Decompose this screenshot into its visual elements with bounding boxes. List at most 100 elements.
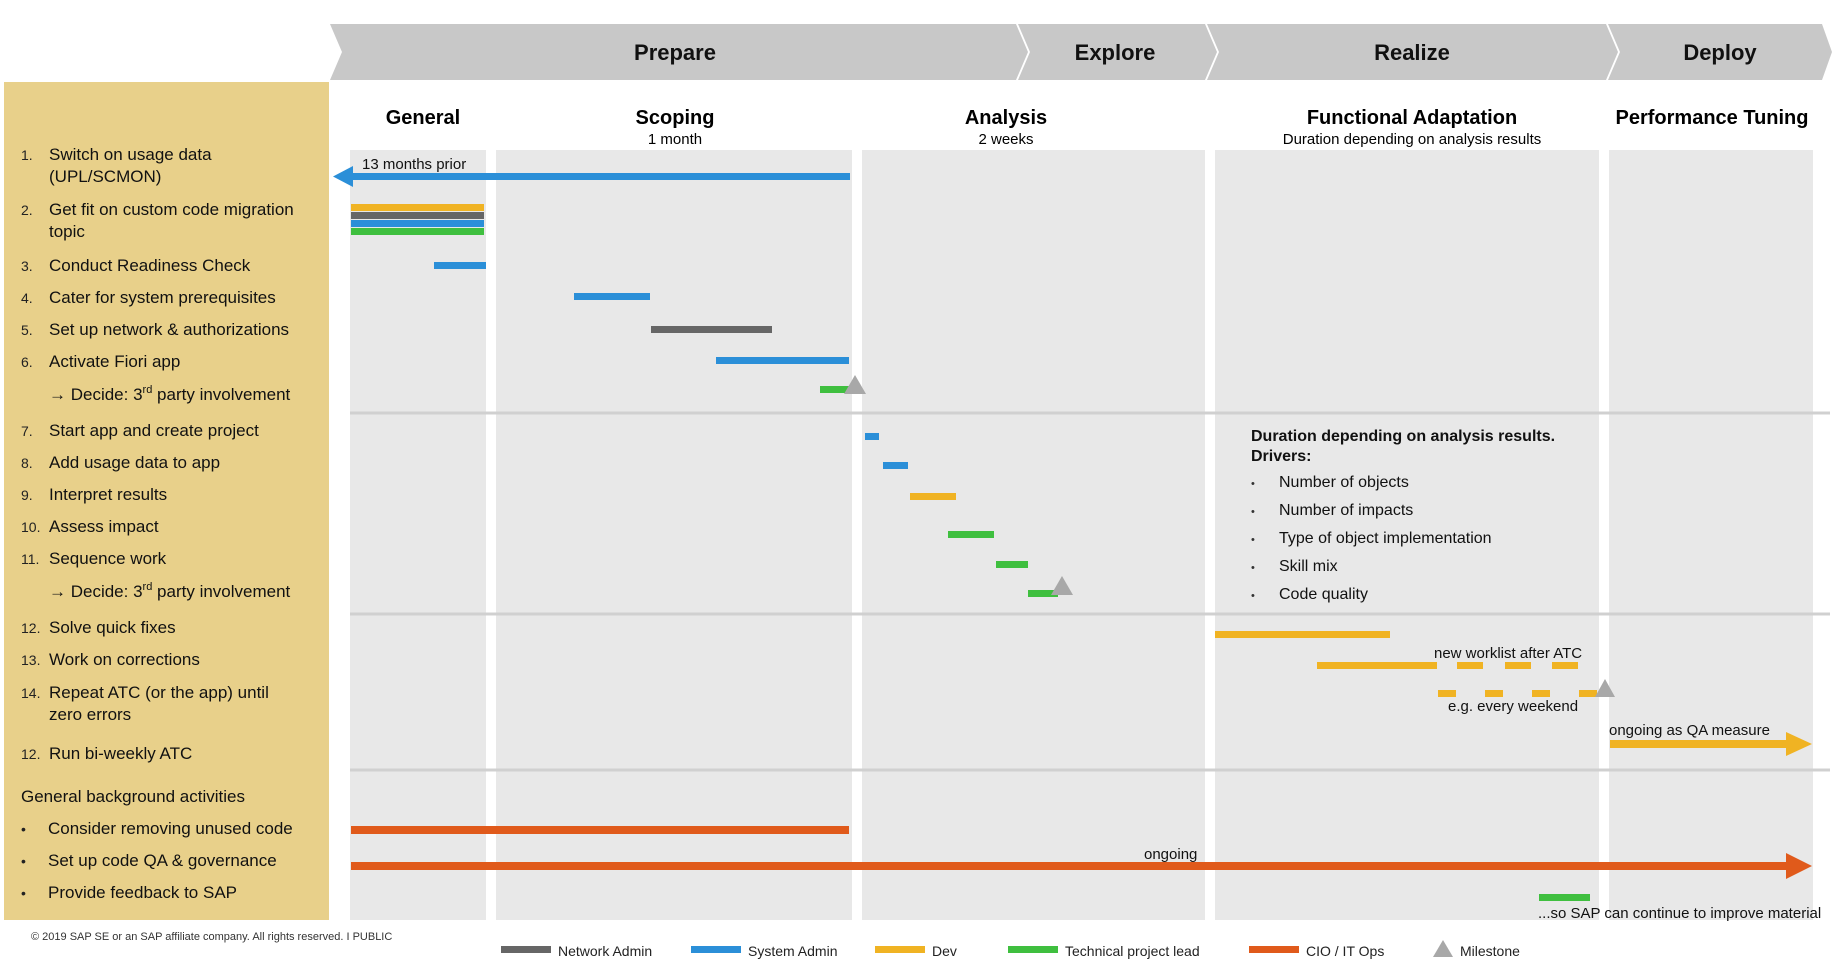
bar-remove-unused-code-cio: [351, 826, 849, 834]
copyright-footer: © 2019 SAP SE or an SAP affiliate compan…: [31, 931, 392, 943]
bar-task-2-dev: [351, 204, 484, 211]
decide-superscript: rd: [143, 384, 153, 396]
legend-label-system-admin: System Admin: [748, 943, 837, 959]
driver-bullet: •: [1251, 562, 1255, 574]
annotation-ongoing: ongoing: [1144, 846, 1197, 863]
legend-label-milestone: Milestone: [1460, 943, 1520, 959]
driver-item: Code quality: [1279, 586, 1368, 603]
task-10-label: Assess impact: [49, 517, 159, 536]
annotation-drivers-title: Duration depending on analysis results.: [1251, 428, 1555, 445]
task-8-label: Add usage data to app: [49, 453, 220, 472]
driver-item: Skill mix: [1279, 558, 1338, 575]
column-title-functional: Functional Adaptation: [1307, 107, 1517, 129]
task-10-number: 10.: [21, 519, 40, 535]
task-11-number: 11.: [21, 551, 39, 567]
column-subtitle-analysis: 2 weeks: [978, 131, 1033, 148]
legend-label-tech-lead: Technical project lead: [1065, 943, 1200, 959]
bar-biweekly-atc-dev: [1610, 740, 1790, 748]
gantt-bars: [333, 166, 1812, 901]
column-backgrounds: [350, 150, 1813, 920]
legend-label-dev: Dev: [932, 943, 957, 959]
milestone-triangle: [1595, 679, 1615, 697]
phase-banner: Prepare Explore Realize Deploy: [330, 24, 1832, 80]
task-4-number: 4.: [21, 290, 33, 306]
task-6-number: 6.: [21, 354, 33, 370]
task-6-label: Activate Fiori app: [49, 352, 180, 371]
phase-label-deploy: Deploy: [1683, 40, 1757, 65]
milestone-triangle: [1051, 576, 1073, 595]
annotation-ongoing-qa: ongoing as QA measure: [1609, 722, 1770, 739]
driver-item: Number of objects: [1279, 474, 1409, 491]
bar-task-14-dev-dash: [1532, 690, 1550, 697]
column-bg-performance: [1609, 150, 1813, 920]
bar-task-14-dev-dash: [1438, 690, 1456, 697]
task-7-number: 7.: [21, 423, 33, 439]
background-item-3: Provide feedback to SAP: [48, 883, 237, 902]
arrow-head-task-1: [333, 166, 353, 187]
annotation-drivers-subtitle: Drivers:: [1251, 448, 1311, 465]
background-bullet: •: [21, 853, 26, 869]
driver-bullet: •: [1251, 506, 1255, 518]
task-14-number: 14.: [21, 685, 40, 701]
legend-swatch-tech-lead: [1008, 946, 1058, 953]
task-4-label: Cater for system prerequisites: [49, 288, 276, 307]
phase-chevron-deploy: [1608, 24, 1832, 80]
task-11-label: Sequence work: [49, 549, 167, 568]
background-item-2: Set up code QA & governance: [48, 851, 277, 870]
phase-label-explore: Explore: [1075, 40, 1156, 65]
annotation-new-worklist: new worklist after ATC: [1434, 645, 1582, 662]
column-bg-analysis: [862, 150, 1205, 920]
task-2-label: Get fit on custom code migration: [49, 200, 294, 219]
decide-text-end: party involvement: [152, 385, 290, 404]
annotations: 13 months prior Duration depending on an…: [362, 156, 1821, 922]
task-decide-2-label: → Decide: 3rd party involvement: [49, 581, 291, 601]
bar-task-7-system-admin: [865, 433, 879, 440]
legend-label-network-admin: Network Admin: [558, 943, 652, 959]
task-5-label: Set up network & authorizations: [49, 320, 289, 339]
column-bg-functional: [1215, 150, 1599, 920]
task-14-label-cont: zero errors: [49, 705, 131, 724]
driver-bullet: •: [1251, 534, 1255, 546]
phase-label-realize: Realize: [1374, 40, 1450, 65]
column-subtitle-scoping: 1 month: [648, 131, 702, 148]
bar-task-6-system-admin: [716, 357, 849, 364]
bar-task-2-tech-lead: [351, 228, 484, 235]
bar-decide-2-tech-lead: [1028, 590, 1058, 597]
bar-task-9-dev: [910, 493, 956, 500]
task-5-number: 5.: [21, 322, 33, 338]
bar-decide-1-tech-lead: [820, 386, 850, 393]
task-12b-number: 12.: [21, 746, 40, 762]
annotation-every-weekend: e.g. every weekend: [1448, 698, 1578, 715]
legend-milestone-icon: [1433, 940, 1453, 957]
task-decide-1-label: → Decide: 3rd party involvement: [49, 384, 291, 404]
bar-task-13-dev-dash: [1457, 662, 1483, 669]
annotation-months-prior: 13 months prior: [362, 156, 466, 173]
task-14-label: Repeat ATC (or the app) until: [49, 683, 269, 702]
group-separators: [350, 411, 1830, 772]
task-12-label: Solve quick fixes: [49, 618, 176, 637]
decide-text-end: party involvement: [152, 582, 290, 601]
task-13-label: Work on corrections: [49, 650, 200, 669]
column-title-scoping: Scoping: [636, 107, 715, 129]
phase-label-prepare: Prepare: [634, 40, 716, 65]
task-12b-label: Run bi-weekly ATC: [49, 744, 192, 763]
bar-task-8-system-admin: [883, 462, 908, 469]
legend-swatch-cio: [1249, 946, 1299, 953]
phase-chevron-realize: [1207, 24, 1618, 80]
background-bullet: •: [21, 885, 26, 901]
task-1-label-cont: (UPL/SCMON): [49, 167, 161, 186]
task-12-number: 12.: [21, 620, 40, 636]
bar-code-qa-cio: [351, 862, 1797, 870]
arrow-head-code-qa: [1786, 853, 1812, 879]
bar-task-13-dev-dash: [1505, 662, 1531, 669]
task-7-label: Start app and create project: [49, 421, 259, 440]
bar-task-4-system-admin: [574, 293, 650, 300]
column-bg-general: [350, 150, 486, 920]
task-2-number: 2.: [21, 202, 33, 218]
annotation-so-sap: ...so SAP can continue to improve materi…: [1538, 905, 1821, 922]
driver-item: Number of impacts: [1279, 502, 1413, 519]
bar-task-5-network-admin: [651, 326, 772, 333]
task-3-label: Conduct Readiness Check: [49, 256, 251, 275]
legend-swatch-dev: [875, 946, 925, 953]
decide-text: → Decide: 3: [49, 582, 143, 601]
